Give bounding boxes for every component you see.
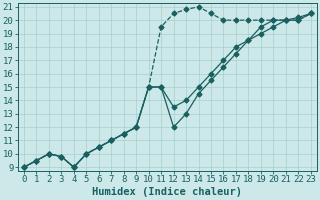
X-axis label: Humidex (Indice chaleur): Humidex (Indice chaleur) [92,187,242,197]
